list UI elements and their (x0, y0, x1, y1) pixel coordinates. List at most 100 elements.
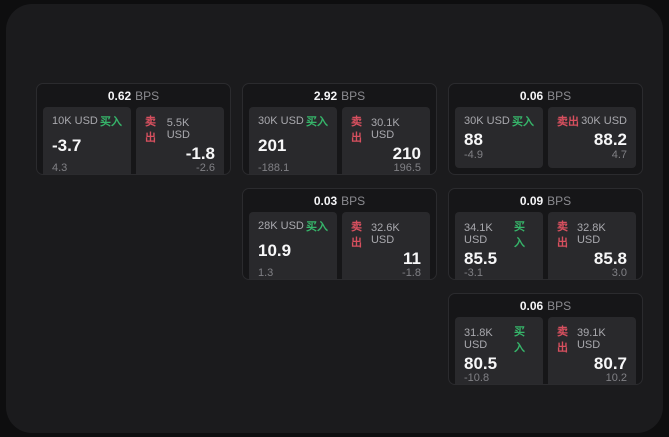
sell-side-label: 卖出 (351, 116, 362, 144)
sell-amount: 30K USD (581, 115, 627, 127)
card-header: 2.92 BPS (243, 84, 436, 107)
buy-sub-value: -3.1 (464, 267, 483, 279)
buy-panel[interactable]: 10K USD 买入 -3.7 4.3 (43, 107, 131, 174)
sell-panel[interactable]: 卖出 32.6K USD 11 -1.8 (342, 212, 430, 279)
card-header: 0.62 BPS (37, 84, 230, 107)
bps-unit-label: BPS (341, 88, 366, 103)
bps-value: 0.06 (519, 298, 544, 313)
sell-amount: 39.1K USD (576, 327, 606, 351)
quote-card: 0.06 BPS 31.8K USD 买入 80.5 -10.8 卖出 39.1… (448, 293, 643, 385)
sell-panel-top: 卖出 32.8K USD (557, 218, 627, 250)
buy-panel[interactable]: 34.1K USD 买入 85.5 -3.1 (455, 212, 543, 279)
bps-value: 0.62 (107, 88, 132, 103)
buy-side-label: 买入 (306, 221, 328, 233)
sell-price: 11 (403, 249, 421, 268)
bps-unit-label: BPS (547, 88, 572, 103)
sell-price: 210 (392, 144, 421, 163)
sell-price: -1.8 (185, 144, 215, 163)
bps-unit-label: BPS (547, 193, 572, 208)
quote-card: 0.03 BPS 28K USD 买入 10.9 1.3 卖出 32.6K US… (242, 188, 437, 280)
card-body: 34.1K USD 买入 85.5 -3.1 卖出 32.8K USD 85.8… (449, 212, 642, 279)
quote-card: 0.09 BPS 34.1K USD 买入 85.5 -3.1 卖出 32.8K… (448, 188, 643, 280)
buy-sub-value: 1.3 (258, 267, 274, 279)
buy-sub-value: 4.3 (52, 162, 68, 174)
sell-amount: 5.5K USD (166, 117, 190, 141)
buy-panel-top: 28K USD 买入 (258, 218, 328, 234)
sell-sub-value: 10.2 (605, 372, 627, 384)
card-body: 30K USD 买入 201 -188.1 卖出 30.1K USD 210 1… (243, 107, 436, 174)
card-body: 31.8K USD 买入 80.5 -10.8 卖出 39.1K USD 80.… (449, 317, 642, 384)
sell-sub-value: 196.5 (393, 162, 421, 174)
app-canvas: 0.62 BPS 10K USD 买入 -3.7 4.3 卖出 5.5K USD… (6, 4, 663, 433)
buy-panel[interactable]: 28K USD 买入 10.9 1.3 (249, 212, 337, 279)
buy-side-label: 买入 (100, 116, 122, 128)
sell-sub-value: -2.6 (196, 162, 215, 174)
card-header: 0.03 BPS (243, 189, 436, 212)
buy-price: 88 (464, 129, 483, 149)
quote-card: 2.92 BPS 30K USD 买入 201 -188.1 卖出 30.1K … (242, 83, 437, 175)
buy-side-label: 买入 (514, 221, 526, 249)
buy-side-label: 买入 (512, 116, 534, 128)
sell-price: 88.2 (593, 129, 627, 149)
sell-side-label: 卖出 (557, 326, 568, 354)
sell-price: 85.8 (593, 249, 627, 268)
sell-side-label: 卖出 (557, 116, 579, 128)
card-body: 10K USD 买入 -3.7 4.3 卖出 5.5K USD -1.8 -2.… (37, 107, 230, 174)
bps-value: 0.03 (313, 193, 338, 208)
buy-panel-top: 34.1K USD 买入 (464, 218, 534, 250)
buy-amount: 30K USD (464, 115, 510, 127)
card-header: 0.06 BPS (449, 294, 642, 317)
bps-value: 0.09 (519, 193, 544, 208)
buy-amount: 34.1K USD (464, 222, 493, 246)
sell-side-label: 卖出 (351, 221, 362, 249)
bps-unit-label: BPS (341, 193, 366, 208)
buy-side-label: 买入 (514, 326, 526, 354)
buy-price: 85.5 (464, 249, 498, 268)
card-body: 30K USD 买入 88 -4.9 卖出 30K USD 88.2 4.7 (449, 107, 642, 174)
sell-side-label: 卖出 (557, 221, 568, 249)
sell-sub-value: 4.7 (611, 149, 627, 161)
buy-price: 80.5 (464, 354, 498, 373)
buy-amount: 10K USD (52, 115, 98, 127)
sell-amount: 32.6K USD (370, 222, 400, 246)
buy-side-label: 买入 (306, 116, 328, 128)
sell-sub-value: -1.8 (402, 267, 421, 279)
sell-price: 80.7 (593, 354, 627, 373)
buy-amount: 28K USD (258, 220, 304, 232)
buy-panel[interactable]: 30K USD 买入 88 -4.9 (455, 107, 543, 168)
buy-panel-top: 10K USD 买入 (52, 113, 122, 129)
card-header: 0.06 BPS (449, 84, 642, 107)
sell-panel-top: 卖出 32.6K USD (351, 218, 421, 250)
bps-value: 0.06 (519, 88, 544, 103)
buy-price: 201 (258, 136, 287, 155)
bps-value: 2.92 (313, 88, 338, 103)
buy-price: -3.7 (52, 136, 82, 155)
buy-panel-top: 30K USD 买入 (464, 113, 534, 129)
sell-amount: 32.8K USD (576, 222, 606, 246)
buy-panel[interactable]: 31.8K USD 买入 80.5 -10.8 (455, 317, 543, 384)
sell-panel-top: 卖出 30K USD (557, 113, 627, 129)
card-header: 0.09 BPS (449, 189, 642, 212)
buy-price: 10.9 (258, 241, 292, 260)
sell-panel[interactable]: 卖出 39.1K USD 80.7 10.2 (548, 317, 636, 384)
card-body: 28K USD 买入 10.9 1.3 卖出 32.6K USD 11 -1.8 (243, 212, 436, 279)
buy-sub-value: -4.9 (464, 149, 483, 161)
buy-sub-value: -188.1 (258, 162, 290, 174)
sell-panel[interactable]: 卖出 30K USD 88.2 4.7 (548, 107, 636, 168)
sell-panel[interactable]: 卖出 5.5K USD -1.8 -2.6 (136, 107, 224, 174)
sell-panel[interactable]: 卖出 30.1K USD 210 196.5 (342, 107, 430, 174)
buy-panel[interactable]: 30K USD 买入 201 -188.1 (249, 107, 337, 174)
sell-amount: 30.1K USD (370, 117, 400, 141)
sell-panel-top: 卖出 5.5K USD (145, 113, 215, 145)
sell-sub-value: 3.0 (611, 267, 627, 279)
bps-unit-label: BPS (135, 88, 160, 103)
buy-amount: 31.8K USD (464, 327, 493, 351)
buy-amount: 30K USD (258, 115, 304, 127)
sell-panel-top: 卖出 30.1K USD (351, 113, 421, 145)
buy-panel-top: 31.8K USD 买入 (464, 323, 534, 355)
buy-panel-top: 30K USD 买入 (258, 113, 328, 129)
sell-panel-top: 卖出 39.1K USD (557, 323, 627, 355)
sell-side-label: 卖出 (145, 116, 156, 144)
sell-panel[interactable]: 卖出 32.8K USD 85.8 3.0 (548, 212, 636, 279)
quote-card: 0.06 BPS 30K USD 买入 88 -4.9 卖出 30K USD 8… (448, 83, 643, 175)
